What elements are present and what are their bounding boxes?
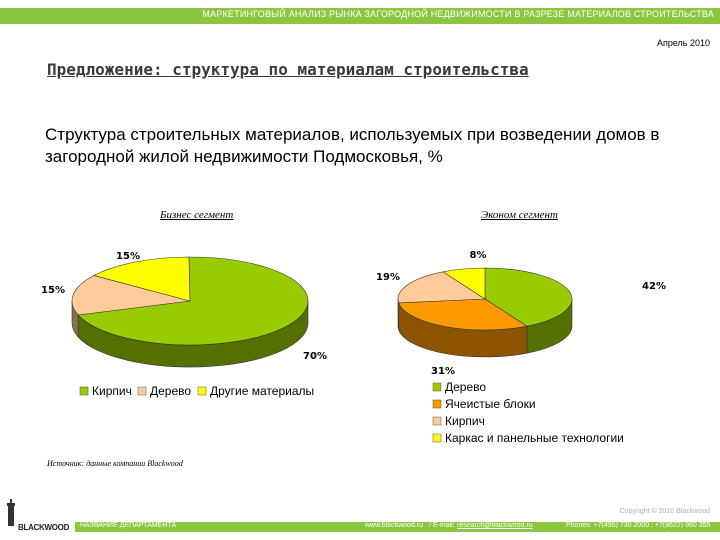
- legend-label: Ячеистые блоки: [445, 397, 536, 411]
- footer-department: НАЗВАНИЕ ДЕПАРТАМЕНТА: [80, 522, 177, 529]
- pie-slice: [77, 256, 309, 346]
- pie-slice: [442, 267, 486, 300]
- pie-slice: [398, 298, 528, 331]
- blackwood-logo-icon: [7, 499, 15, 526]
- legend-swatch: [432, 416, 442, 426]
- pie-slice: [397, 271, 486, 304]
- pie-slice: [93, 256, 191, 302]
- pie-value-label: 70%: [303, 351, 327, 362]
- legend-label: Кирпич: [92, 384, 132, 398]
- business-segment-title: Бизнес сегмент: [160, 209, 234, 221]
- header-bar: МАРКЕТИНГОВЫЙ АНАЛИЗ РЫНКА ЗАГОРОДНОЙ НЕ…: [0, 8, 720, 24]
- header-date: Апрель 2010: [656, 38, 710, 48]
- logo-wordmark: BLACKWOOD: [18, 523, 70, 532]
- business-pie: 70% 15% 15%: [41, 251, 327, 368]
- pie-value-label: 42%: [642, 281, 666, 292]
- footer-site[interactable]: www.blackwood.ru: [365, 522, 423, 529]
- legend-label: Другие материалы: [210, 384, 314, 398]
- footer-phones: Phones: +7(495) 730 2000 ; +7(8622) 960 …: [566, 522, 711, 529]
- source-note: Источник: данные компании Blackwood: [47, 459, 183, 468]
- footer-email[interactable]: research@blackwood.ru: [457, 522, 533, 529]
- pie-value-label: 15%: [41, 285, 65, 296]
- economy-legend: Дерево Ячеистые блоки Кирпич Каркас и панел…: [432, 380, 624, 445]
- footer-email-label: / E-mail:: [429, 522, 455, 529]
- slide-title: Предложение: структура по материалам стр…: [47, 60, 529, 79]
- legend-swatch: [432, 399, 442, 409]
- pie-slice-side: [397, 298, 399, 330]
- legend-swatch: [432, 433, 442, 443]
- pie-slice: [71, 275, 191, 316]
- copyright: Copyright © 2010 Blackwood: [619, 508, 710, 515]
- economy-pie: 42% 31% 19% 8%: [376, 250, 666, 377]
- economy-segment-title: Эконом сегмент: [481, 209, 558, 221]
- chart-subtitle: Структура строительных материалов, испол…: [45, 125, 660, 166]
- legend-swatch: [432, 382, 442, 392]
- legend-label: Дерево: [445, 380, 486, 394]
- pie-value-label: 19%: [376, 272, 400, 283]
- legend-swatch: [137, 386, 147, 396]
- legend-swatch: [197, 386, 207, 396]
- header-title: МАРКЕТИНГОВЫЙ АНАЛИЗ РЫНКА ЗАГОРОДНОЙ НЕ…: [202, 9, 714, 19]
- pie-value-label: 31%: [431, 366, 455, 377]
- legend-label: Каркас и панельные технологии: [445, 431, 624, 445]
- legend-swatch: [79, 386, 89, 396]
- legend-label: Дерево: [150, 384, 191, 398]
- business-legend: Кирпич Дерево Другие материалы: [79, 384, 314, 398]
- pie-slice: [484, 267, 573, 327]
- footer-bar: НАЗВАНИЕ ДЕПАРТАМЕНТА www.blackwood.ru /…: [75, 522, 720, 532]
- pie-value-label: 15%: [116, 251, 140, 262]
- pie-value-label: 8%: [470, 250, 487, 261]
- legend-label: Кирпич: [445, 414, 485, 428]
